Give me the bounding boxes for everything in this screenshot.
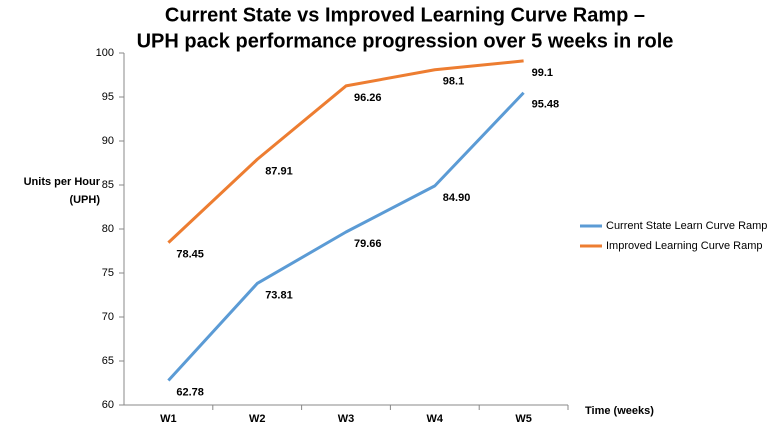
y-tick-label: 80 (102, 223, 114, 235)
y-tick-label: 75 (102, 267, 114, 279)
series-line (167, 59, 524, 244)
y-tick-label: 90 (102, 135, 114, 147)
data-label: 96.26 (354, 92, 382, 104)
y-tick-label: 60 (102, 399, 114, 411)
chart-title: UPH pack performance progression over 5 … (137, 30, 674, 52)
series-line (167, 91, 525, 382)
x-axis-label: Time (weeks) (585, 405, 654, 417)
legend-label: Improved Learning Curve Ramp (606, 240, 763, 252)
data-label: 79.66 (354, 238, 382, 250)
x-tick-label: W5 (515, 413, 532, 425)
y-tick-label: 100 (96, 47, 114, 59)
legend-label: Current State Learn Curve Ramp (606, 220, 767, 232)
y-axis-label: (UPH) (69, 194, 100, 206)
data-label: 62.78 (176, 386, 204, 398)
y-axis-label: Units per Hour (24, 176, 101, 188)
y-tick-label: 85 (102, 179, 114, 191)
data-label: 99.1 (532, 67, 553, 79)
y-tick-label: 70 (102, 311, 114, 323)
data-label: 84.90 (443, 192, 471, 204)
chart-title: Current State vs Improved Learning Curve… (165, 4, 645, 26)
x-tick-label: W4 (427, 413, 444, 425)
data-label: 98.1 (443, 76, 464, 88)
data-label: 95.48 (532, 99, 560, 111)
data-label: 87.91 (265, 165, 293, 177)
x-tick-label: W3 (338, 413, 355, 425)
x-tick-label: W2 (249, 413, 266, 425)
data-label: 78.45 (176, 249, 204, 261)
y-tick-label: 65 (102, 355, 114, 367)
y-tick-label: 95 (102, 91, 114, 103)
data-label: 73.81 (265, 289, 293, 301)
x-tick-label: W1 (160, 413, 177, 425)
